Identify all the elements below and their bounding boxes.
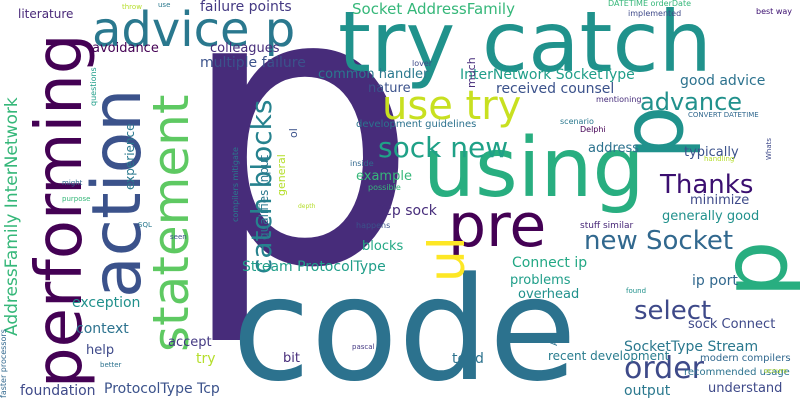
word: understand: [708, 381, 783, 396]
word: sock new: [378, 131, 509, 164]
word: purpose: [62, 195, 91, 203]
word: lover: [412, 59, 433, 68]
word: try: [196, 351, 216, 367]
word: inside: [350, 159, 374, 168]
word: literature: [18, 7, 74, 21]
word: good advice: [680, 73, 766, 89]
word: pascal: [352, 343, 375, 351]
word: new Socket: [584, 226, 734, 256]
word: Stream ProtocolType: [242, 259, 386, 275]
word: context: [76, 321, 129, 337]
word: multiple failure: [200, 55, 306, 71]
word: InterNetwork SocketType: [460, 67, 635, 83]
word: Tcp sock: [378, 203, 437, 219]
word: qualifies input: [257, 154, 271, 240]
word: faster processors: [0, 329, 8, 398]
word: AJ: [549, 336, 560, 346]
word: ProtocolType Tcp: [104, 381, 220, 397]
word: output: [624, 383, 671, 399]
word: throw: [122, 3, 142, 11]
word: questions: [89, 67, 98, 106]
word: scenario: [560, 117, 594, 126]
word: implemented: [628, 9, 682, 18]
word: accept: [168, 335, 212, 350]
word: occurs: [764, 367, 787, 375]
word: overhead: [518, 287, 580, 302]
word: Whats: [765, 137, 773, 160]
word: sock Connect: [688, 317, 776, 332]
word: use: [158, 1, 171, 9]
word: Socket AddressFamily: [352, 0, 515, 18]
word: seen: [170, 233, 187, 241]
word: AddressFamily InterNetwork: [2, 97, 22, 336]
word: recent development: [548, 349, 670, 363]
word: address: [588, 141, 640, 156]
word: using: [423, 121, 645, 216]
word: help: [86, 343, 115, 358]
word: order: [624, 351, 704, 386]
word: better: [100, 361, 122, 369]
word: try catch: [338, 0, 712, 91]
word: compilers mitigate: [231, 147, 240, 222]
word: Delphi: [580, 125, 606, 134]
word: received counsel: [496, 81, 615, 97]
word: development guidelines: [356, 119, 477, 130]
word: Connect ip: [512, 255, 588, 271]
word: foundation: [20, 383, 96, 399]
word: mentioning: [596, 95, 642, 104]
word: code: [232, 246, 577, 400]
word: ip port: [692, 273, 738, 289]
word: minimize: [690, 193, 750, 208]
word: depth: [298, 203, 316, 210]
word: found: [626, 287, 647, 295]
word: ol: [287, 128, 300, 138]
word: failure points: [200, 0, 292, 15]
word: generally good: [662, 209, 760, 224]
word: example: [356, 169, 412, 184]
word: bit: [283, 351, 300, 366]
word: modern compilers: [700, 353, 791, 364]
word: possible: [368, 183, 401, 192]
word: colleagues: [210, 41, 280, 56]
word: Thanks: [660, 170, 754, 200]
word: recommended usage: [684, 367, 790, 378]
word: DATETIME orderDate: [608, 0, 692, 8]
word: might: [62, 179, 83, 187]
word: advice p: [92, 2, 296, 58]
word: exception: [72, 295, 141, 311]
word: general: [275, 154, 288, 196]
word: experience: [123, 123, 137, 190]
word: happens: [356, 221, 391, 230]
word: SocketType Stream: [624, 339, 759, 355]
word: common handler: [318, 67, 429, 82]
word: best way: [756, 7, 793, 16]
word: use try: [382, 83, 522, 129]
word: handling: [704, 155, 735, 163]
word: SQL: [138, 221, 152, 229]
word: pre: [448, 191, 547, 261]
word: statement: [142, 94, 200, 352]
word: advance: [640, 88, 743, 116]
word: avoidance: [92, 41, 159, 56]
word: ul: [418, 236, 476, 282]
word: much: [465, 57, 478, 88]
word: stuff similar: [580, 221, 634, 231]
word: select: [634, 296, 712, 326]
word: nature: [368, 81, 411, 96]
word: typically: [684, 145, 739, 160]
word: tend: [452, 351, 484, 367]
word: problems: [510, 273, 571, 288]
word: CONVERT DATETIME: [688, 111, 759, 119]
word: blocks: [362, 239, 404, 254]
word: p: [178, 0, 420, 351]
